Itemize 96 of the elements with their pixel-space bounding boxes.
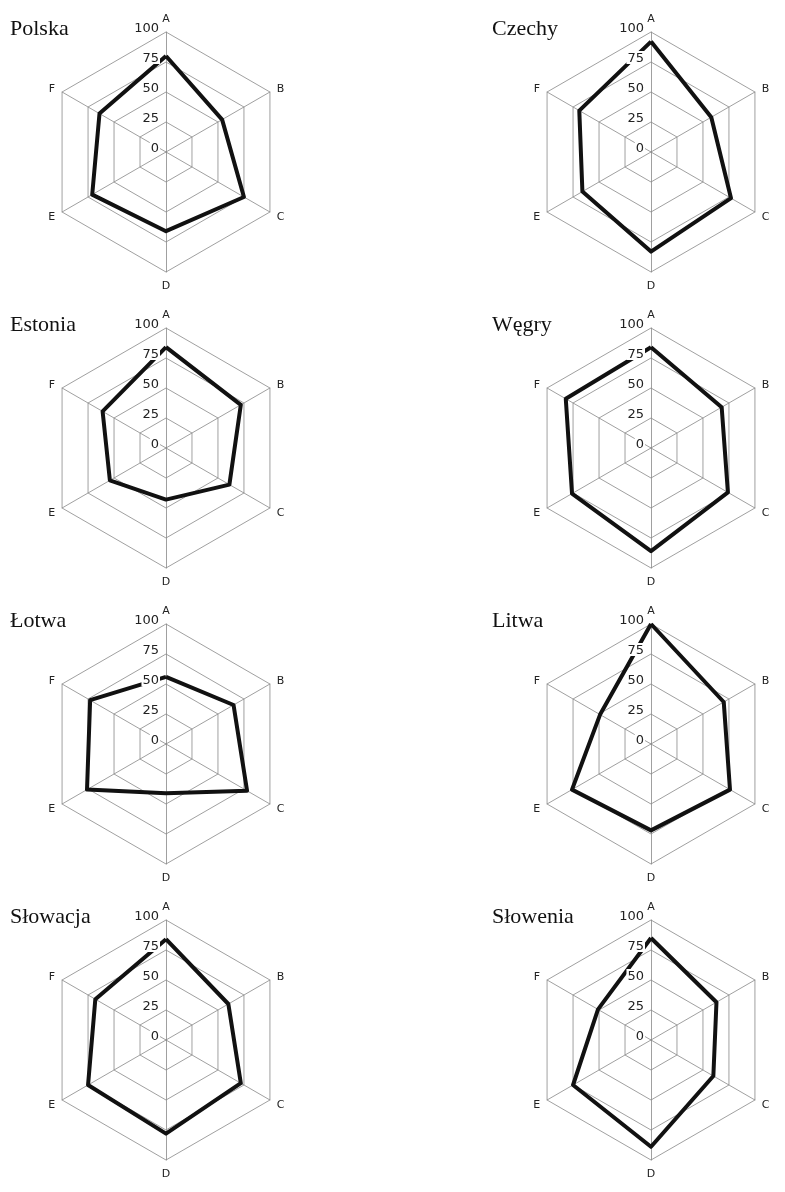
y-tick-label: 75 — [142, 938, 159, 953]
y-tick-label: 25 — [627, 110, 644, 125]
spoke-label: A — [647, 900, 656, 913]
spoke-label: C — [276, 1097, 285, 1111]
y-tick-label: 0 — [150, 140, 159, 155]
spoke-label: D — [161, 871, 171, 884]
spoke-label: D — [646, 279, 656, 292]
spoke-label: A — [162, 12, 171, 25]
spoke-label: B — [761, 673, 770, 687]
y-tick-label: 75 — [627, 50, 644, 65]
y-tick-label: 0 — [635, 1028, 644, 1043]
y-tick-label: 25 — [142, 998, 159, 1013]
y-tick-label: 0 — [150, 732, 159, 747]
y-tick-label: 50 — [142, 672, 159, 687]
y-tick-label: 50 — [142, 80, 159, 95]
y-tick-label: 100 — [619, 20, 644, 35]
y-tick-label: 100 — [134, 20, 159, 35]
y-tick-label: 25 — [627, 998, 644, 1013]
y-tick-label: 50 — [627, 376, 644, 391]
y-tick-label: 100 — [619, 612, 644, 627]
y-tick-label: 25 — [627, 702, 644, 717]
spoke-label: B — [276, 81, 285, 95]
spoke-label: E — [533, 1097, 541, 1111]
spoke-label: B — [276, 969, 285, 983]
chart-title: Czechy — [492, 14, 558, 40]
y-tick-label: 0 — [635, 436, 644, 451]
spoke-label: E — [533, 209, 541, 223]
spoke-label: F — [533, 969, 541, 983]
spoke-label: C — [761, 505, 770, 519]
spoke-label: A — [647, 308, 656, 321]
spoke-label: F — [48, 969, 56, 983]
spoke-label: D — [161, 1167, 171, 1180]
y-tick-label: 100 — [134, 908, 159, 923]
y-tick-label: 50 — [142, 968, 159, 983]
spoke-label: F — [48, 377, 56, 391]
spoke-label: B — [761, 969, 770, 983]
spoke-label: C — [276, 505, 285, 519]
spoke-label: E — [533, 505, 541, 519]
spoke-label: D — [646, 871, 656, 884]
y-tick-label: 50 — [627, 968, 644, 983]
spoke-label: F — [533, 673, 541, 687]
spoke-label: E — [533, 801, 541, 815]
chart-title: Słowacja — [10, 902, 91, 928]
y-tick-label: 100 — [134, 612, 159, 627]
chart-title: Estonia — [10, 310, 77, 336]
spoke-label: F — [533, 81, 541, 95]
spoke-label: A — [162, 900, 171, 913]
chart-title: Litwa — [492, 606, 544, 632]
y-tick-label: 100 — [619, 908, 644, 923]
chart-title: Węgry — [492, 310, 552, 336]
y-tick-label: 25 — [627, 406, 644, 421]
spoke-label: A — [162, 604, 171, 617]
spoke-label: B — [761, 377, 770, 391]
y-tick-label: 75 — [627, 346, 644, 361]
y-tick-label: 0 — [635, 732, 644, 747]
spoke-label: A — [647, 604, 656, 617]
spoke-label: A — [647, 12, 656, 25]
y-tick-label: 0 — [635, 140, 644, 155]
spoke-label: D — [646, 1167, 656, 1180]
spoke-label: C — [276, 209, 285, 223]
chart-title: Słowenia — [492, 902, 575, 928]
y-tick-label: 50 — [627, 672, 644, 687]
y-tick-label: 100 — [134, 316, 159, 331]
y-tick-label: 75 — [627, 642, 644, 657]
y-tick-label: 25 — [142, 110, 159, 125]
spoke-label: D — [161, 575, 171, 588]
chart-title: Polska — [10, 14, 69, 40]
spoke-label: C — [761, 801, 770, 815]
spoke-label: D — [646, 575, 656, 588]
chart-title: Łotwa — [10, 606, 67, 632]
y-tick-label: 75 — [627, 938, 644, 953]
y-tick-label: 0 — [150, 436, 159, 451]
y-tick-label: 0 — [150, 1028, 159, 1043]
spoke-label: D — [161, 279, 171, 292]
spoke-label: E — [48, 505, 56, 519]
spoke-label: C — [276, 801, 285, 815]
spoke-label: C — [761, 1097, 770, 1111]
y-tick-label: 25 — [142, 702, 159, 717]
spoke-label: E — [48, 209, 56, 223]
y-tick-label: 75 — [142, 346, 159, 361]
spoke-label: F — [533, 377, 541, 391]
spoke-label: E — [48, 801, 56, 815]
spoke-label: A — [162, 308, 171, 321]
y-tick-label: 75 — [142, 642, 159, 657]
spoke-label: E — [48, 1097, 56, 1111]
y-tick-label: 100 — [619, 316, 644, 331]
y-tick-label: 50 — [142, 376, 159, 391]
y-tick-label: 25 — [142, 406, 159, 421]
spoke-label: B — [276, 377, 285, 391]
y-tick-label: 50 — [627, 80, 644, 95]
spoke-label: B — [276, 673, 285, 687]
y-tick-label: 75 — [142, 50, 159, 65]
spoke-label: C — [761, 209, 770, 223]
spoke-label: F — [48, 673, 56, 687]
spoke-label: B — [761, 81, 770, 95]
spoke-label: F — [48, 81, 56, 95]
